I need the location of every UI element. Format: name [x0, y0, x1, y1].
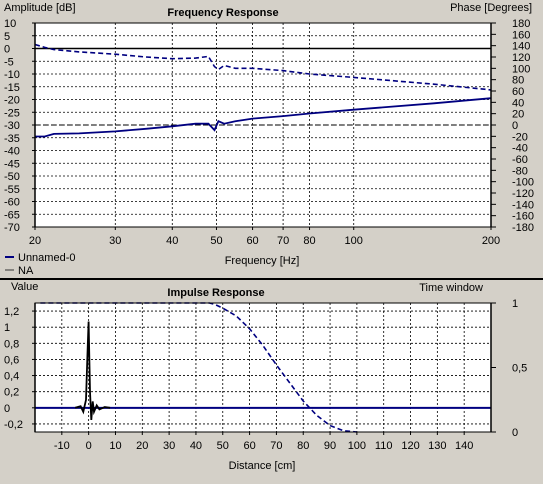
y-tick-label-m0m2: -0,2	[4, 419, 23, 431]
x-tick-label-70: 70	[270, 440, 282, 452]
x-tick-label-120: 120	[401, 440, 419, 452]
y2-tick-label-m120: -120	[512, 188, 534, 200]
y2-tick-label-60: 60	[512, 86, 524, 98]
x-tick-label-50: 50	[217, 440, 229, 452]
distance-axis-label: Distance [cm]	[229, 460, 296, 472]
x-tick-label-20: 20	[29, 235, 41, 247]
y-tick-label-0m2: 0,2	[4, 387, 19, 399]
x-tick-label-0: 0	[86, 440, 92, 452]
y-tick-label-m5: -5	[4, 56, 14, 68]
distance-tick-labels: -10 0 10 20 30 40 50 60 70 80 90 100 110 120 130 140	[54, 432, 473, 452]
x-tick-label-80: 80	[303, 235, 315, 247]
frequency-response-title: Frequency Response	[167, 7, 278, 19]
y2-tick-label-100: 100	[512, 63, 530, 75]
y-tick-label-0m4: 0,4	[4, 371, 19, 383]
x-tick-label-30: 30	[163, 440, 175, 452]
x-tick-label-60: 60	[243, 440, 255, 452]
y2-tick-label-40: 40	[512, 97, 524, 109]
x-tick-label-140: 140	[455, 440, 473, 452]
y2-tick-label-20: 20	[512, 109, 524, 121]
phase-axis-label: Phase [Degrees]	[450, 2, 532, 14]
y2-tick-label-0m5: 0,5	[512, 363, 527, 375]
x-tick-label-200: 200	[482, 235, 500, 247]
y-tick-label-m35: -35	[4, 133, 20, 145]
legend-label-na[interactable]: NA	[18, 265, 34, 277]
y-tick-label-10: 10	[4, 18, 16, 30]
impulse-plot-area	[35, 303, 491, 432]
y2-tick-label-160: 160	[512, 29, 530, 41]
y-tick-label-m45: -45	[4, 158, 20, 170]
y2-tick-label-m60: -60	[512, 154, 528, 166]
x-tick-label-30: 30	[109, 235, 121, 247]
y-tick-label-0: 0	[4, 403, 10, 415]
y2-tick-label-m140: -140	[512, 199, 534, 211]
y-tick-label-m70: -70	[4, 222, 20, 234]
x-tick-label-70: 70	[277, 235, 289, 247]
time-window-axis-label: Time window	[419, 282, 483, 294]
legend-label-unnamed-0[interactable]: Unnamed-0	[18, 252, 75, 264]
x-tick-label-100: 100	[348, 440, 366, 452]
value-tick-labels: 1,2 1 0,8 0,6 0,4 0,2 0 -0,2	[4, 306, 35, 431]
y2-tick-label-0: 0	[512, 120, 518, 132]
y-tick-label-m40: -40	[4, 146, 20, 158]
value-axis-label: Value	[11, 281, 38, 293]
series-line-1	[40, 302, 357, 433]
y2-tick-label-80: 80	[512, 75, 524, 87]
y-tick-label-1m2: 1,2	[4, 306, 19, 318]
x-tick-label-80: 80	[297, 440, 309, 452]
amplitude-axis-label: Amplitude [dB]	[4, 2, 76, 14]
impulse-series	[40, 302, 357, 433]
time-window-tick-labels: 10,50	[491, 298, 527, 439]
x-tick-label-100: 100	[345, 235, 363, 247]
y-tick-label-m15: -15	[4, 82, 20, 94]
y2-tick-label-0: 0	[512, 427, 518, 439]
y2-tick-label-1: 1	[512, 298, 518, 310]
frequency-tick-labels: 20 30 40 50 60 70 80 100 200	[29, 227, 500, 247]
y-tick-label-0m8: 0,8	[4, 338, 19, 350]
y-tick-label-5: 5	[4, 31, 10, 43]
y-tick-label-m55: -55	[4, 184, 20, 196]
x-tick-label-40: 40	[190, 440, 202, 452]
x-tick-label-60: 60	[246, 235, 258, 247]
x-tick-label-130: 130	[428, 440, 446, 452]
frequency-series	[34, 43, 492, 138]
x-tick-label-10: 10	[109, 440, 121, 452]
y-tick-label-m10: -10	[4, 69, 20, 81]
y2-tick-label-m180: -180	[512, 222, 534, 234]
y-tick-label-m60: -60	[4, 197, 20, 209]
frequency-reference-lines	[35, 47, 491, 126]
series-line-1	[34, 43, 492, 91]
impulse-response-title: Impulse Response	[167, 287, 264, 299]
phase-tick-labels: 180160140120100806040200-20-40-60-80-100…	[491, 18, 534, 234]
y2-tick-label-140: 140	[512, 41, 530, 53]
x-tick-label-90: 90	[324, 440, 336, 452]
y2-tick-label-180: 180	[512, 18, 530, 30]
y-tick-label-m50: -50	[4, 171, 20, 183]
amplitude-tick-labels: 1050-5-10-15-20-25-30-35-40-45-50-55-60-…	[4, 18, 35, 234]
y2-tick-label-m40: -40	[512, 143, 528, 155]
y2-tick-label-m80: -80	[512, 165, 528, 177]
y2-tick-label-m20: -20	[512, 131, 528, 143]
x-tick-label-110: 110	[375, 440, 393, 452]
y2-tick-label-m160: -160	[512, 211, 534, 223]
y-tick-label-m25: -25	[4, 107, 20, 119]
x-tick-label-40: 40	[166, 235, 178, 247]
y-tick-label-m65: -65	[4, 209, 20, 221]
frequency-axis-label: Frequency [Hz]	[225, 255, 300, 267]
series-line-unnamedm0	[35, 97, 492, 138]
y-tick-label-1: 1	[4, 322, 10, 334]
y-tick-label-0m6: 0,6	[4, 354, 19, 366]
y-tick-label-m30: -30	[4, 120, 20, 132]
y2-tick-label-120: 120	[512, 52, 530, 64]
y2-tick-label-m100: -100	[512, 177, 534, 189]
y-tick-label-m20: -20	[4, 95, 20, 107]
x-tick-label-20: 20	[136, 440, 148, 452]
x-tick-label-m10: -10	[54, 440, 70, 452]
y-tick-label-0: 0	[4, 44, 10, 56]
x-tick-label-50: 50	[210, 235, 222, 247]
legend: Unnamed-0 NA	[5, 252, 75, 277]
series-line-0	[74, 321, 111, 420]
